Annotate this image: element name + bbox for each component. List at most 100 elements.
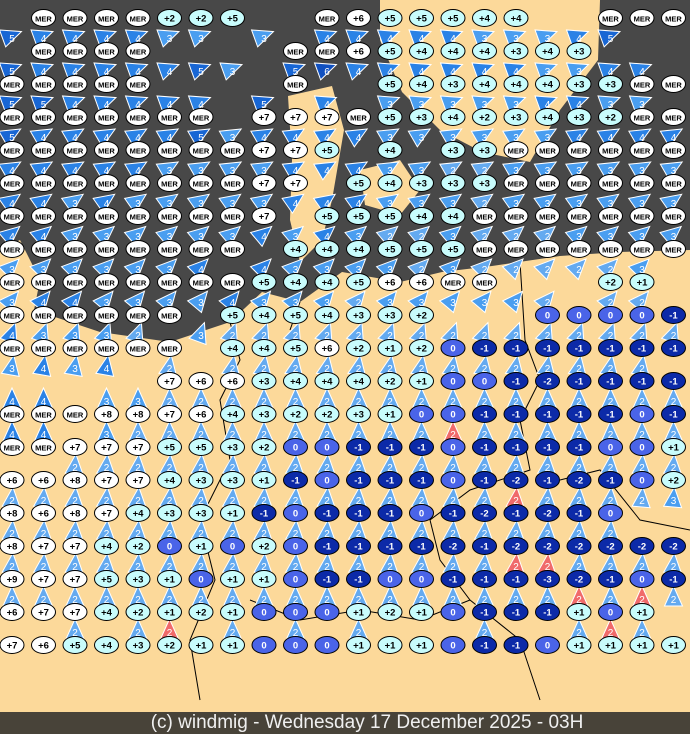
wind-speed-label: 4 [198,100,204,111]
sea-temp-marker: MER [598,141,623,159]
temp-marker: -1 [535,405,560,423]
wind-speed-label: 4 [104,199,110,210]
wind-arrow-shape [627,193,652,215]
wind-arrow-shape [92,161,117,181]
wind-speed-label: 4 [356,166,362,177]
temp-label: MER [287,81,304,90]
wind-speed-label: 4 [104,100,110,111]
temp-label: MER [571,147,588,156]
temp-marker: +7 [31,537,56,555]
temp-label: +1 [416,608,428,619]
temp-marker: 0 [188,570,214,588]
wind-arrow: 4 [61,128,85,148]
sea-temp-marker: MER [157,108,182,126]
temp-marker: +3 [566,42,592,60]
temp-marker: +9 [0,570,25,588]
temp-bubble [409,240,434,258]
sea-temp-marker: MER [94,273,119,291]
wind-speed-label: 3 [293,232,299,243]
temp-label: +5 [385,245,397,256]
wind-speed-label: 3 [104,232,110,243]
wind-arrow: 3 [375,258,398,281]
wind-speed-label: 2 [671,595,677,606]
temp-label: MER [35,114,52,123]
sea-temp-marker: MER [31,9,56,27]
wind-arrow: 4 [534,95,559,114]
temp-bubble [629,471,655,489]
temp-label: +4 [322,311,334,322]
temp-label: MER [445,279,462,288]
temp-bubble [157,306,182,324]
temp-marker: +5 [377,42,403,60]
wind-speed-label: 2 [671,397,677,408]
temp-label: +7 [259,212,270,223]
wind-arrow-shape [313,95,338,114]
sea-temp-marker: MER [31,405,56,423]
temp-bubble [598,504,623,522]
wind-speed-label: 3 [230,133,236,144]
wind-arrow-shape [63,353,83,378]
temp-label: +7 [70,443,81,454]
wind-speed-label: 4 [72,298,78,309]
temp-label: +1 [259,476,271,487]
wind-arrow: 3 [470,290,492,314]
temp-bubble [377,471,403,489]
temp-bubble [598,405,623,423]
sea-temp-marker: MER [0,339,25,357]
temp-label: MER [98,15,115,24]
wind-arrow-shape [312,193,337,215]
temp-bubble [0,141,25,159]
temp-label: +3 [479,179,490,190]
temp-label: -1 [480,410,489,421]
wind-speed-label: 2 [356,496,362,507]
wind-arrow: 4 [345,29,370,48]
temp-label: -1 [480,608,489,619]
wind-speed-label: 2 [167,430,173,441]
temp-bubble [409,306,434,324]
temp-marker: +4 [535,42,560,60]
temp-marker: +7 [157,372,182,390]
temp-label: MER [665,180,682,189]
temp-label: 0 [608,509,613,520]
temp-label: +6 [322,344,333,355]
wind-arrow-shape [187,29,212,48]
wind-arrow: 3 [186,225,210,248]
wind-speed-label: 2 [261,430,267,441]
temp-bubble [503,42,529,60]
wind-speed-label: 4 [324,100,330,111]
wind-arrow: 3 [218,193,242,215]
temp-marker: +3 [346,405,371,423]
wind-arrow: 3 [501,290,524,314]
temp-label: -1 [606,377,615,388]
temp-label: +5 [322,212,334,223]
temp-marker: +3 [188,471,214,489]
temp-label: -2 [638,542,646,553]
temp-bubble [0,438,25,456]
temp-bubble [346,405,371,423]
wind-arrow: 3 [407,161,432,181]
wind-arrow: 3 [565,161,589,181]
wind-speed-label: 2 [450,496,456,507]
temp-bubble [440,405,466,423]
wind-speed-label: 3 [576,199,582,210]
temp-bubble [661,174,686,192]
temp-bubble [440,9,466,27]
temp-bubble [157,504,182,522]
wind-speed-label: 4 [9,397,15,408]
wind-speed-label: 2 [9,562,15,573]
temp-marker: +6 [31,471,56,489]
temp-bubble [0,537,25,555]
wind-arrow-shape [533,161,558,181]
temp-bubble [377,75,403,93]
wind-speed-label: 4 [9,430,15,441]
wind-speed-label: 2 [482,331,488,342]
wind-arrow-shape [502,161,526,181]
temp-marker: -2 [661,537,686,555]
temp-label: MER [4,444,21,453]
wind-arrow-shape [344,161,369,181]
wind-speed-label: 2 [608,331,614,342]
temp-label: +4 [385,179,397,190]
wind-speed-label: 3 [450,265,456,276]
temp-label: +6 [416,278,427,289]
